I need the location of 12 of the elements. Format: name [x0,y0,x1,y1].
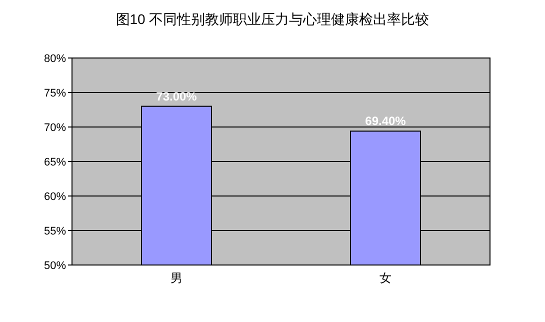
chart-title: 图10 不同性别教师职业压力与心理健康检出率比较 [116,11,430,27]
y-tick-label: 70% [44,122,66,134]
y-tick-label: 65% [44,156,66,168]
data-label: 73.00% [156,89,198,104]
y-tick-label: 50% [44,260,66,272]
data-label: 69.40% [365,114,406,128]
x-tick-label: 女 [380,271,392,285]
x-tick-label: 男 [170,271,182,285]
y-tick-label: 55% [44,226,66,238]
y-tick-label: 60% [44,191,66,203]
y-tick-label: 80% [44,53,66,65]
y-tick-label: 75% [44,88,66,100]
